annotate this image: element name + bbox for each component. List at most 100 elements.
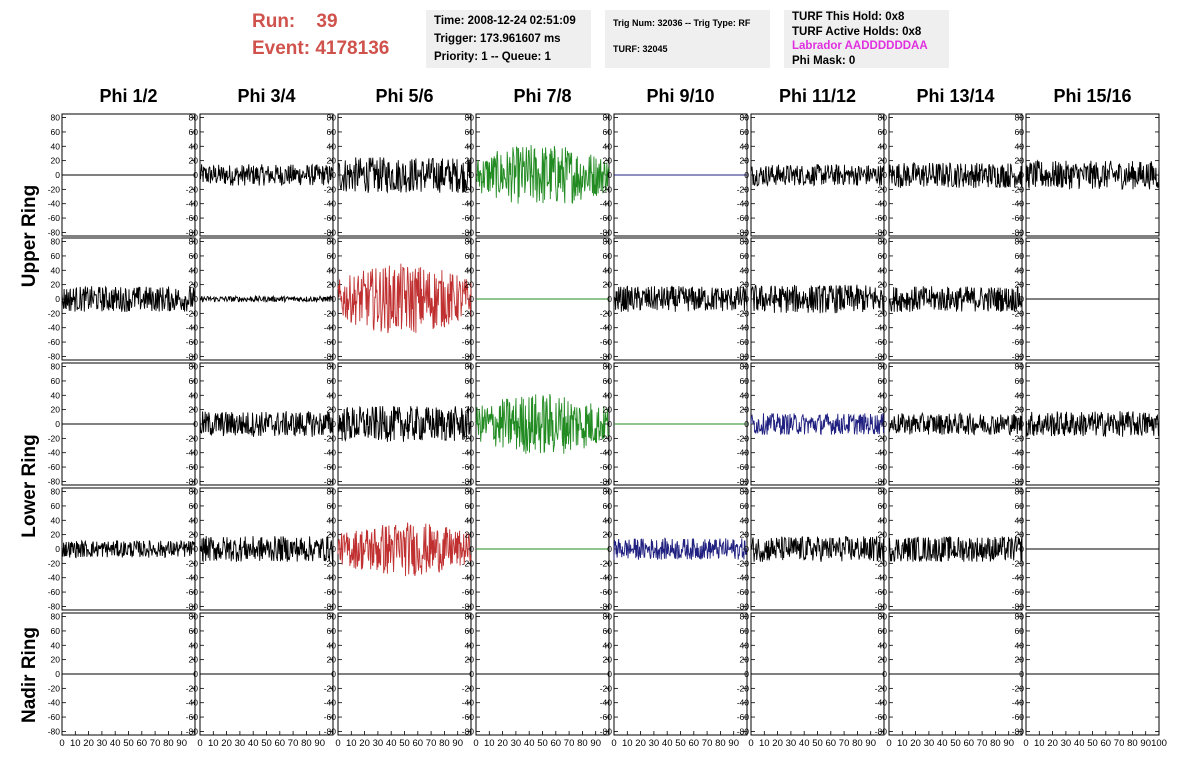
y-tick-label: 60 xyxy=(878,127,888,137)
y-tick-label: 80 xyxy=(327,237,337,247)
y-tick-label: -80 xyxy=(462,726,475,736)
y-tick-label: -20 xyxy=(324,558,337,568)
column-header-5: Phi 9/10 xyxy=(646,86,715,106)
y-tick-label: 60 xyxy=(51,251,61,261)
x-tick-label: 80 xyxy=(1127,738,1138,749)
x-tick-label: 40 xyxy=(524,738,535,749)
x-tick-label: 30 xyxy=(97,738,108,749)
y-tick-label: 80 xyxy=(603,612,613,622)
y-tick-label: -60 xyxy=(600,587,613,597)
panel-r3-c4: 80 60 40 20 0 -20 -40 -60 -80 xyxy=(600,487,748,611)
y-tick-label: 0 xyxy=(469,294,474,304)
y-tick-label: 60 xyxy=(189,501,199,511)
y-tick-label: 0 xyxy=(607,294,612,304)
y-tick-label: -40 xyxy=(600,448,613,458)
y-tick-label: -60 xyxy=(737,587,750,597)
y-tick-label: 40 xyxy=(327,390,337,400)
y-tick-label: 0 xyxy=(331,419,336,429)
x-tick-label: 90 xyxy=(865,738,876,749)
y-tick-label: 0 xyxy=(469,170,474,180)
y-tick-label: 60 xyxy=(1015,127,1025,137)
y-tick-label: -60 xyxy=(186,712,199,722)
phi-mask-text: Phi Mask: 0 xyxy=(792,54,856,67)
panel-r1-c7: 80 60 40 20 0 -20 -40 -60 -80 xyxy=(1012,237,1160,361)
x-tick-label: 50 xyxy=(123,738,134,749)
x-tick-label: 80 xyxy=(715,738,726,749)
y-tick-label: 0 xyxy=(469,669,474,679)
y-tick-label: 80 xyxy=(1015,612,1025,622)
y-tick-label: -40 xyxy=(462,573,475,583)
x-tick-label: 30 xyxy=(235,738,246,749)
y-tick-label: 80 xyxy=(1015,237,1025,247)
y-tick-label: -20 xyxy=(186,683,199,693)
x-tick-label: 70 xyxy=(1114,738,1125,749)
y-tick-label: 60 xyxy=(878,501,888,511)
y-tick-label: -40 xyxy=(324,199,337,209)
y-tick-label: -40 xyxy=(875,698,888,708)
y-tick-label: 0 xyxy=(55,669,60,679)
waveform-trace xyxy=(337,157,472,194)
y-tick-label: -80 xyxy=(48,351,61,361)
panel-r3-c2: 80 60 40 20 0 -20 -40 -60 -80 xyxy=(324,487,472,611)
column-header-6: Phi 11/12 xyxy=(778,86,857,106)
y-tick-label: 0 xyxy=(55,544,60,554)
x-tick-label: 20 xyxy=(772,738,783,749)
y-tick-label: 40 xyxy=(1015,141,1025,151)
y-tick-label: 80 xyxy=(189,237,199,247)
y-tick-label: 0 xyxy=(744,419,749,429)
y-tick-label: -80 xyxy=(324,726,337,736)
y-tick-label: -20 xyxy=(324,433,337,443)
y-tick-label: -60 xyxy=(600,213,613,223)
y-tick-label: 20 xyxy=(1015,405,1025,415)
x-tick-label: 90 xyxy=(1003,738,1014,749)
y-tick-label: -40 xyxy=(186,573,199,583)
y-tick-label: -80 xyxy=(600,726,613,736)
x-tick-label: 90 xyxy=(452,738,463,749)
event-value: 4178136 xyxy=(315,38,390,59)
y-tick-label: 20 xyxy=(327,280,337,290)
y-tick-label: 20 xyxy=(465,655,475,665)
y-tick-label: 80 xyxy=(878,362,888,372)
y-tick-label: 80 xyxy=(327,487,337,497)
x-tick-label: 80 xyxy=(852,738,863,749)
y-tick-label: 40 xyxy=(878,265,888,275)
y-tick-label: 20 xyxy=(1015,156,1025,166)
y-tick-label: -60 xyxy=(737,337,750,347)
x-tick-label: 50 xyxy=(261,738,272,749)
y-tick-label: 0 xyxy=(744,170,749,180)
y-tick-label: -60 xyxy=(600,337,613,347)
y-tick-label: 40 xyxy=(51,515,61,525)
y-tick-label: 20 xyxy=(189,655,199,665)
y-tick-label: -80 xyxy=(600,601,613,611)
y-tick-label: 0 xyxy=(331,544,336,554)
y-tick-label: -40 xyxy=(186,323,199,333)
y-tick-label: -20 xyxy=(1012,558,1025,568)
y-tick-label: 20 xyxy=(603,530,613,540)
x-tick-label: 90 xyxy=(728,738,739,749)
y-tick-label: 20 xyxy=(603,405,613,415)
column-header-7: Phi 13/14 xyxy=(916,86,995,106)
y-tick-label: 20 xyxy=(51,156,61,166)
y-tick-label: -80 xyxy=(186,227,199,237)
y-tick-label: -80 xyxy=(48,726,61,736)
panel-r0-c0: 80 60 40 20 0 -20 -40 -60 -80 xyxy=(48,113,196,237)
y-tick-label: 60 xyxy=(465,251,475,261)
y-tick-label: 60 xyxy=(51,376,61,386)
y-tick-label: -40 xyxy=(186,448,199,458)
y-tick-label: 20 xyxy=(878,405,888,415)
y-tick-label: 0 xyxy=(882,544,887,554)
y-tick-label: -60 xyxy=(737,462,750,472)
y-tick-label: -60 xyxy=(324,587,337,597)
y-tick-label: 80 xyxy=(465,362,475,372)
y-tick-label: -40 xyxy=(48,323,61,333)
x-tick-label: 60 xyxy=(1101,738,1112,749)
y-tick-label: 20 xyxy=(1015,530,1025,540)
y-tick-label: 0 xyxy=(1019,170,1024,180)
waveform-trace xyxy=(1025,411,1160,437)
y-tick-label: 0 xyxy=(882,669,887,679)
y-tick-label: 40 xyxy=(1015,640,1025,650)
y-tick-label: 60 xyxy=(51,501,61,511)
